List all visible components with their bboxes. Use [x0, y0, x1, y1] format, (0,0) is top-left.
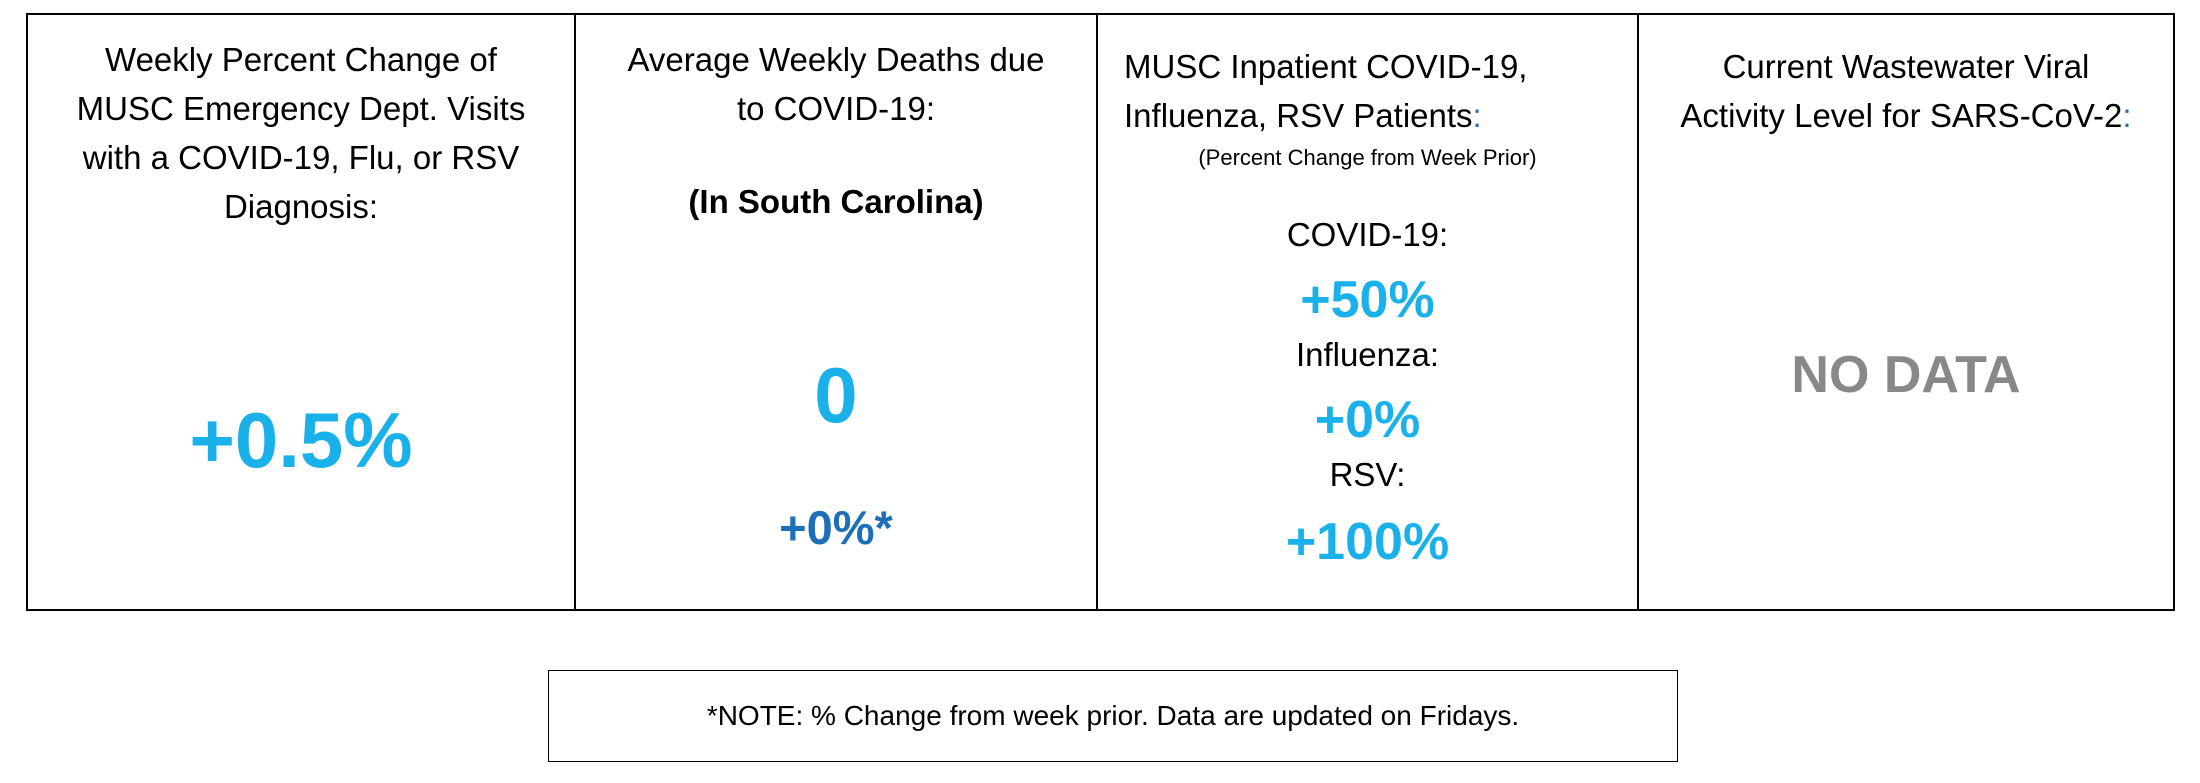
inpatient-heading-line1: MUSC Inpatient COVID-19,: [1124, 48, 1528, 85]
wastewater-heading-line2: Activity Level for SARS-CoV-2: [1680, 97, 2123, 134]
inpatient-heading-line2: Influenza, RSV Patients: [1124, 97, 1473, 134]
inpatient-heading-colon: :: [1472, 97, 1482, 134]
wastewater-heading-colon: :: [2122, 97, 2132, 134]
rsv-change-value: +100%: [1285, 513, 1450, 571]
footnote-box: *NOTE: % Change from week prior. Data ar…: [548, 670, 1678, 762]
panel-covid-deaths: Average Weekly Deaths due to COVID-19: (…: [574, 15, 1096, 609]
wastewater-heading-line1: Current Wastewater Viral: [1722, 48, 2090, 85]
ed-visits-heading: Weekly Percent Change of MUSC Emergency …: [76, 41, 526, 225]
influenza-change-value: +0%: [1314, 391, 1421, 449]
influenza-label: Influenza:: [1295, 336, 1440, 373]
panel-ed-visits: Weekly Percent Change of MUSC Emergency …: [28, 15, 574, 609]
rsv-label: RSV:: [1329, 456, 1406, 493]
covid-change-value: +50%: [1300, 271, 1435, 329]
inpatient-subnote: (Percent Change from Week Prior): [1198, 145, 1537, 170]
ed-visits-change-value: +0.5%: [189, 396, 413, 484]
metrics-dashboard: Weekly Percent Change of MUSC Emergency …: [26, 13, 2175, 611]
inpatient-heading: MUSC Inpatient COVID-19, Influenza, RSV P…: [1098, 42, 1637, 140]
wastewater-no-data: NO DATA: [1791, 346, 2021, 404]
wastewater-heading: Current Wastewater Viral Activity Level f…: [1639, 42, 2173, 140]
panel-inpatient: MUSC Inpatient COVID-19, Influenza, RSV P…: [1096, 15, 1637, 609]
covid-label: COVID-19:: [1286, 216, 1449, 253]
deaths-scope-label: (In South Carolina): [688, 183, 984, 220]
panel-wastewater: Current Wastewater Viral Activity Level f…: [1637, 15, 2173, 609]
deaths-change-value: +0%*: [779, 501, 893, 554]
deaths-value: 0: [814, 351, 858, 439]
deaths-heading: Average Weekly Deaths due to COVID-19:: [627, 41, 1045, 127]
